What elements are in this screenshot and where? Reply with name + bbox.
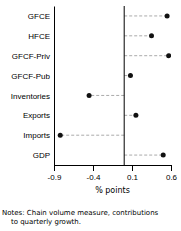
dot bbox=[133, 113, 138, 118]
plot-marks bbox=[58, 6, 171, 165]
dot bbox=[161, 153, 166, 158]
y-tick: GDP bbox=[33, 151, 54, 160]
y-tick-label: GFCE bbox=[28, 12, 50, 21]
y-tick: HFCE bbox=[28, 32, 54, 41]
y-tick: GFCF-Pub bbox=[11, 72, 54, 81]
dot bbox=[166, 53, 171, 58]
dot bbox=[165, 13, 170, 18]
stem bbox=[89, 95, 124, 96]
x-axis-title: % points bbox=[95, 186, 130, 195]
x-tick-mark bbox=[93, 165, 94, 171]
y-tick: GFCF-Priv bbox=[12, 52, 54, 61]
x-axis: -0.9 -0.4 0.1 0.6 bbox=[48, 165, 178, 182]
note: to quarterly growth. bbox=[2, 218, 81, 226]
stem bbox=[124, 55, 168, 56]
y-tick-label: GFCF-Pub bbox=[11, 72, 50, 81]
stem bbox=[124, 15, 167, 16]
x-tick: -0.4 bbox=[87, 165, 101, 182]
y-tick: Imports bbox=[23, 131, 54, 140]
y-axis: GFCE HFCE GFCF-Priv GFCF-Pub Inventories Expo… bbox=[11, 7, 55, 166]
x-tick-mark bbox=[54, 165, 55, 171]
chart: -0.9 -0.4 0.1 0.6 GFCE HFCE GFCF-Priv GFCF-Pub I… bbox=[0, 0, 181, 231]
x-tick-label: -0.9 bbox=[48, 173, 62, 182]
x-tick-label: 0.1 bbox=[127, 173, 139, 182]
x-tick-label: -0.4 bbox=[87, 173, 101, 182]
x-tick-mark bbox=[171, 165, 172, 171]
x-axis-line bbox=[55, 165, 172, 166]
x-tick: 0.1 bbox=[127, 165, 139, 182]
dot bbox=[149, 33, 154, 38]
x-tick-mark bbox=[132, 165, 133, 171]
stem bbox=[60, 135, 124, 136]
note: Notes: Chain volume measure, contributio… bbox=[2, 209, 159, 217]
dot bbox=[58, 133, 63, 138]
y-axis-line bbox=[54, 7, 55, 166]
x-tick: -0.9 bbox=[48, 165, 62, 182]
dot bbox=[87, 93, 92, 98]
y-tick: Inventories bbox=[11, 91, 54, 100]
y-tick-label: Exports bbox=[23, 111, 50, 120]
dot bbox=[128, 73, 133, 78]
y-tick-label: Inventories bbox=[11, 91, 50, 100]
y-tick-label: GDP bbox=[33, 151, 50, 160]
x-tick-label: 0.6 bbox=[166, 173, 178, 182]
y-tick-label: HFCE bbox=[28, 32, 50, 41]
stem bbox=[124, 35, 151, 36]
x-tick: 0.6 bbox=[166, 165, 178, 182]
y-tick: Exports bbox=[23, 111, 54, 120]
y-tick-label: Imports bbox=[23, 131, 50, 140]
stem bbox=[124, 155, 163, 156]
y-tick: GFCE bbox=[28, 12, 54, 21]
y-tick-label: GFCF-Priv bbox=[12, 52, 50, 61]
zero-line bbox=[124, 6, 125, 165]
